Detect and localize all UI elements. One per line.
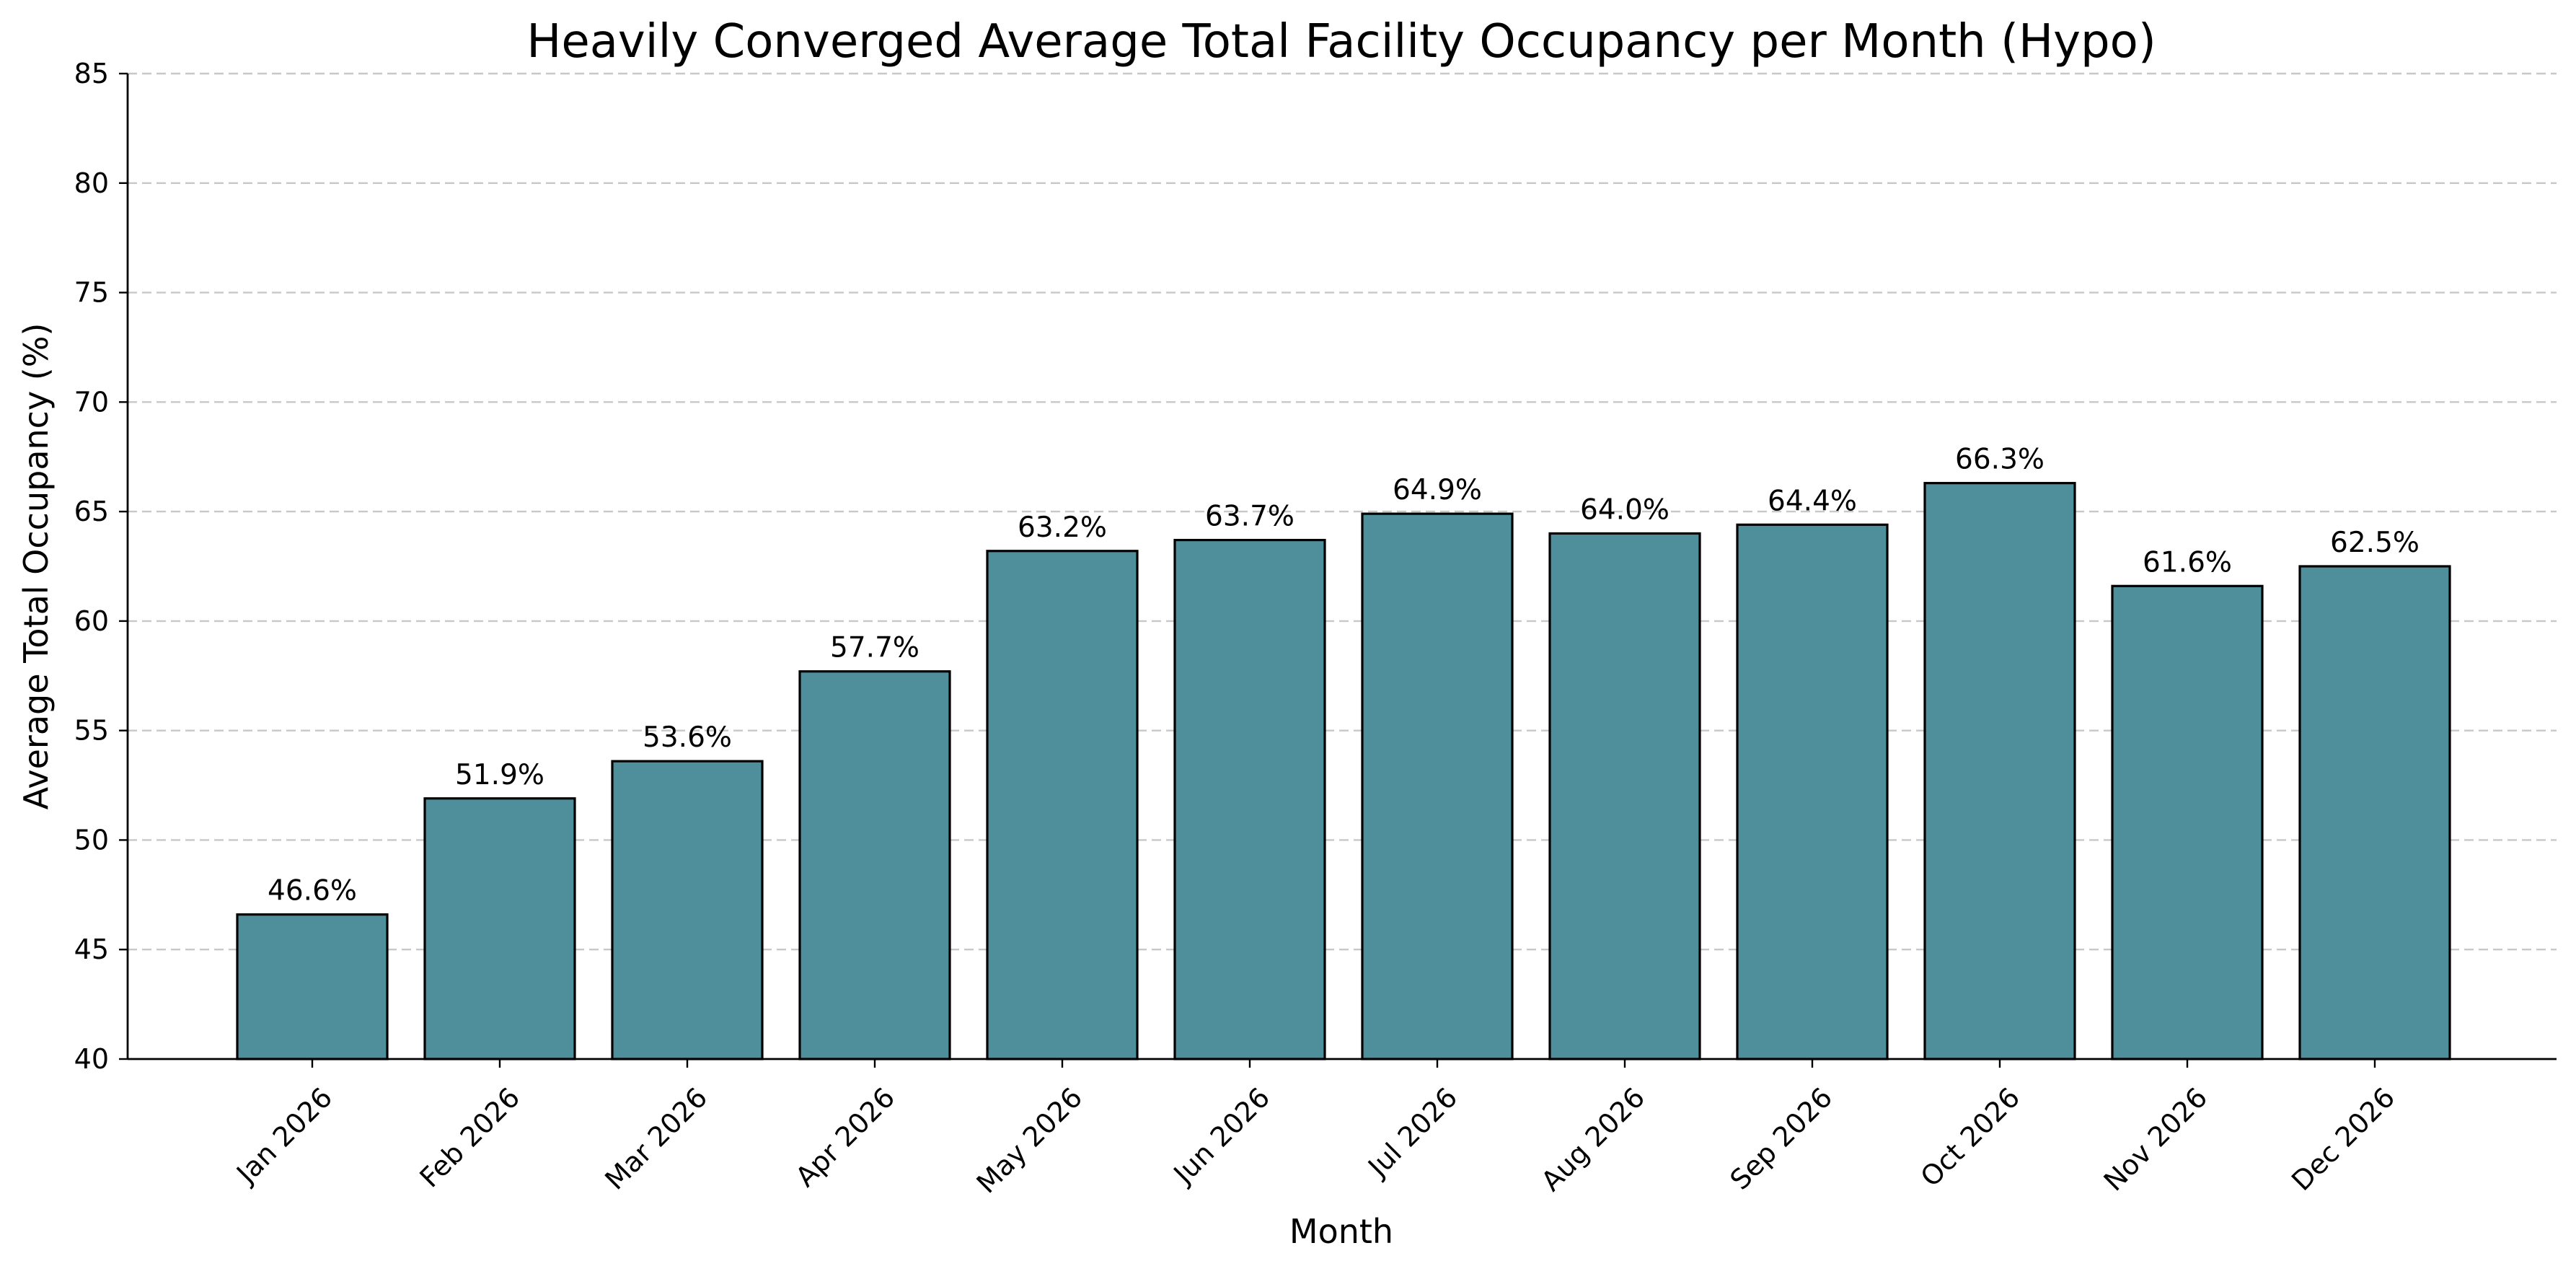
bar xyxy=(1548,532,1701,1060)
y-tick-label: 75 xyxy=(74,277,109,309)
data-label: 64.4% xyxy=(1768,485,1857,517)
bars xyxy=(236,482,2451,1060)
data-labels: 46.6% 51.9% 53.6% 57.7% 63.2% 63.7% 64.9% 64.0%… xyxy=(268,444,2420,908)
data-label: 51.9% xyxy=(455,759,544,791)
x-axis-label: Month xyxy=(1289,1212,1393,1251)
data-label: 63.2% xyxy=(1018,511,1107,544)
chart-title: Heavily Converged Average Total Facility… xyxy=(526,15,2156,69)
bar xyxy=(236,913,389,1060)
y-tick-label: 45 xyxy=(74,933,109,965)
data-label: 64.9% xyxy=(1393,474,1482,506)
y-tick-label: 50 xyxy=(74,824,109,856)
data-label: 64.0% xyxy=(1580,493,1669,526)
bar xyxy=(1736,523,1889,1060)
data-label: 53.6% xyxy=(643,721,732,754)
y-tick-label: 60 xyxy=(74,605,109,637)
bar xyxy=(798,670,951,1060)
bar xyxy=(2111,584,2264,1060)
bar xyxy=(1361,512,1514,1060)
y-axis-label: Average Total Occupancy (%) xyxy=(17,323,56,810)
bar xyxy=(1923,482,2076,1060)
y-tick-label: 65 xyxy=(74,496,109,527)
bar xyxy=(986,550,1139,1060)
data-label: 61.6% xyxy=(2143,546,2232,579)
y-tick-label: 85 xyxy=(74,58,109,89)
data-label: 66.3% xyxy=(1955,444,2045,476)
bar xyxy=(423,797,576,1060)
bar xyxy=(2298,565,2451,1060)
y-tick-label: 40 xyxy=(74,1043,109,1075)
bar xyxy=(1173,538,1326,1060)
y-tick-label: 70 xyxy=(74,386,109,418)
data-label: 57.7% xyxy=(830,632,919,664)
y-tick-label: 55 xyxy=(74,715,109,747)
bar xyxy=(611,760,764,1060)
data-label: 46.6% xyxy=(268,875,357,908)
y-tick-label: 80 xyxy=(74,167,109,199)
data-label: 62.5% xyxy=(2330,527,2420,559)
data-label: 63.7% xyxy=(1205,501,1294,533)
